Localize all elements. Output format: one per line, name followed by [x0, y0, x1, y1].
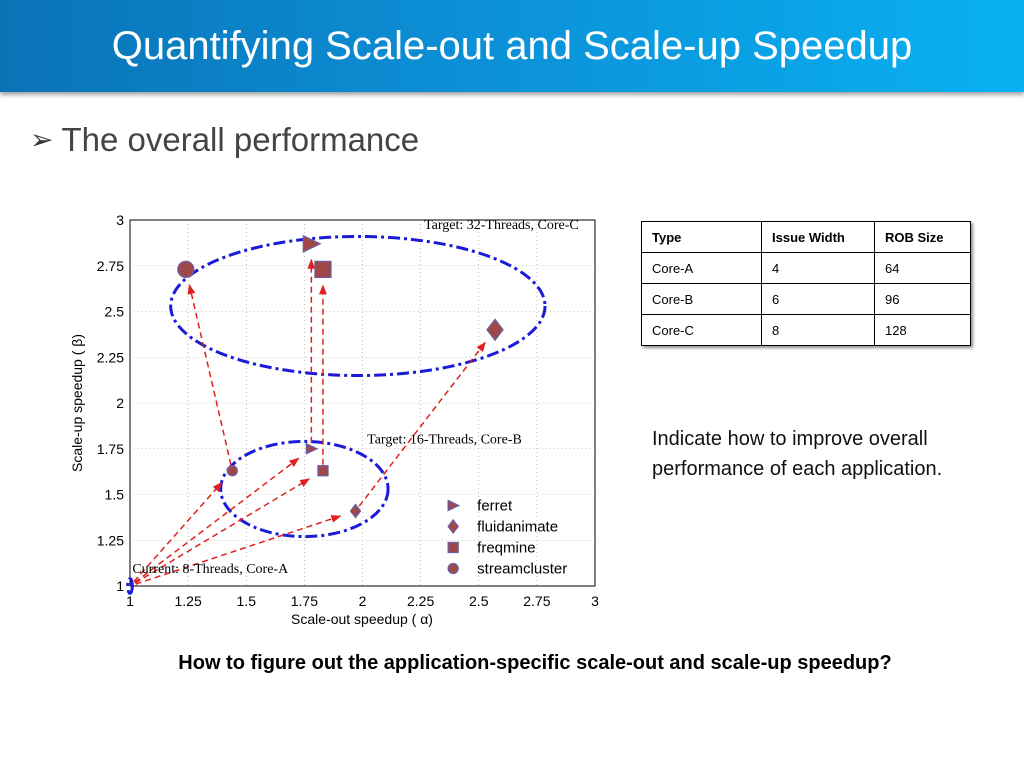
arrowhead-bullet-icon: ➢: [30, 124, 54, 155]
bullet-text: The overall performance: [61, 121, 420, 158]
x-tick-label: 1.25: [175, 593, 202, 609]
y-tick-label: 1.5: [105, 487, 125, 503]
annotations: Current: 8-Threads, Core-A Target: 16-Thr…: [132, 218, 578, 577]
y-tick-label: 2.25: [97, 349, 124, 365]
annotation-label: Current: 8-Threads, Core-A: [132, 562, 289, 577]
note-text: Indicate how to improve overall performa…: [652, 428, 943, 480]
arrows: [133, 258, 486, 585]
ticks: 1 1.25 1.5 1.75 2 2.25 2.5 2.75 3 1 1.25 1.5 1.75 2 2.…: [97, 212, 599, 609]
core-spec-table: Type Issue Width ROB Size Core-A 4 64 Co…: [641, 221, 971, 346]
legend-label: freqmine: [477, 539, 535, 556]
table-cell: 4: [761, 252, 875, 284]
x-axis-label: Scale-out speedup ( α): [291, 611, 433, 627]
x-tick-label: 2.5: [469, 593, 489, 609]
x-tick-label: 3: [591, 593, 599, 609]
table-cell: 128: [874, 314, 971, 346]
marker-freqmine: [317, 465, 329, 477]
table-header-row: Type Issue Width ROB Size: [641, 221, 971, 253]
arrow-streamcluster: [133, 481, 223, 583]
ellipse-core-a: [126, 577, 134, 595]
y-tick-label: 1: [116, 578, 124, 594]
legend-marker-ferret: [447, 499, 461, 512]
marker-freqmine: [314, 260, 332, 279]
x-tick-label: 1.5: [237, 593, 257, 609]
x-tick-label: 2: [359, 593, 367, 609]
grid: [130, 220, 595, 586]
arrow-streamcluster: [187, 284, 232, 466]
table-cell: 64: [874, 252, 971, 284]
column-header-type: Type: [641, 221, 762, 253]
y-tick-label: 1.25: [97, 532, 124, 548]
y-tick-label: 2: [116, 395, 124, 411]
table-cell: 96: [874, 283, 971, 315]
x-tick-label: 2.25: [407, 593, 434, 609]
annotation-label: Target: 32-Threads, Core-C: [424, 218, 579, 233]
legend-label: fluidanimate: [477, 518, 558, 535]
marker-ferret: [302, 234, 322, 253]
arrow-fluidanimate: [135, 515, 342, 585]
table-cell: Core-A: [641, 252, 762, 284]
table-cell: 6: [761, 283, 875, 315]
marker-fluidanimate: [349, 503, 362, 519]
marker-fluidanimate: [486, 318, 504, 342]
legend: ferret fluidanimate freqmine streamcluster: [447, 497, 567, 577]
table-row: Core-B 6 96: [641, 283, 971, 315]
x-tick-label: 1.75: [291, 593, 318, 609]
title-bar: Quantifying Scale-out and Scale-up Speed…: [0, 0, 1024, 92]
annotation-label: Target: 16-Threads, Core-B: [367, 432, 522, 447]
column-header-issue-width: Issue Width: [761, 221, 875, 253]
x-tick-label: 2.75: [523, 593, 550, 609]
y-tick-label: 2.5: [105, 304, 125, 320]
marker-streamcluster: [177, 260, 195, 279]
legend-marker-freqmine: [447, 541, 459, 554]
ellipse-core-c: [169, 234, 547, 378]
column-header-rob-size: ROB Size: [874, 221, 971, 253]
marker-streamcluster: [226, 465, 238, 477]
y-tick-label: 3: [116, 212, 124, 228]
legend-marker-fluidanimate: [447, 518, 459, 535]
slide-title: Quantifying Scale-out and Scale-up Speed…: [111, 24, 913, 68]
table-cell: 8: [761, 314, 875, 346]
legend-label: ferret: [477, 497, 513, 514]
legend-marker-streamcluster: [447, 562, 459, 575]
question-text: How to figure out the application-specif…: [178, 652, 892, 674]
x-tick-label: 1: [126, 593, 134, 609]
data-points: [177, 234, 504, 519]
y-tick-label: 2.75: [97, 258, 124, 274]
arrow-ferret: [134, 457, 300, 583]
table-cell: Core-B: [641, 283, 762, 315]
speedup-scatter-plot: 1 1.25 1.5 1.75 2 2.25 2.5 2.75 3 1 1.25 1.5 1.75 2 2.…: [69, 212, 599, 627]
table-row: Core-A 4 64: [641, 252, 971, 284]
y-axis-label: Scale-up speedup ( β): [69, 334, 85, 472]
arrow-freqmine: [134, 478, 311, 584]
y-tick-label: 1.75: [97, 441, 124, 457]
arrow-fluidanimate: [358, 341, 486, 507]
table-cell: Core-C: [641, 314, 762, 346]
bullet-point: ➢ The overall performance: [30, 118, 419, 162]
table-row: Core-C 8 128: [641, 314, 971, 346]
marker-ferret: [305, 442, 319, 455]
legend-label: streamcluster: [477, 560, 567, 577]
speedup-chart: 1 1.25 1.5 1.75 2 2.25 2.5 2.75 3 1 1.25 1.5 1.75 2 2.…: [60, 205, 620, 635]
